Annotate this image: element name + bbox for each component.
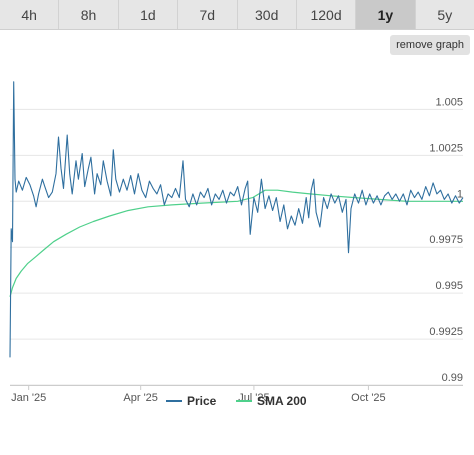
x-tick-label: Jan '25	[11, 392, 46, 404]
remove-graph-button[interactable]: remove graph	[390, 35, 470, 55]
tab-30d[interactable]: 30d	[238, 0, 297, 29]
tab-5y[interactable]: 5y	[437, 6, 453, 23]
range-tabs: 4h 8h 1d 7d 30d 120d 1y 5y	[0, 0, 474, 30]
tab-8h[interactable]: 8h	[59, 0, 119, 29]
sma-200-series-line	[9, 189, 463, 297]
price-series-line	[9, 81, 464, 358]
legend-sma-200-label: SMA 200	[257, 394, 307, 408]
y-tick-label: 0.9925	[429, 326, 463, 338]
y-tick-label: 1	[457, 188, 463, 200]
y-tick-label: 0.995	[435, 280, 463, 292]
y-tick-label: 0.9975	[429, 234, 463, 246]
tab-120d[interactable]: 120d	[297, 0, 357, 29]
y-tick-label: 1.0025	[429, 142, 463, 154]
y-tick-label: 1.005	[435, 96, 463, 108]
tab-1d[interactable]: 1d	[119, 0, 179, 29]
tab-7d[interactable]: 7d	[178, 0, 238, 29]
y-tick-label: 0.99	[442, 372, 463, 384]
tab-4h[interactable]: 4h	[0, 0, 60, 29]
x-tick-label: Oct '25	[351, 392, 386, 404]
tab-1y[interactable]: 1y	[356, 0, 416, 29]
legend-price-label: Price	[187, 394, 217, 408]
x-tick-label: Apr '25	[123, 392, 158, 404]
